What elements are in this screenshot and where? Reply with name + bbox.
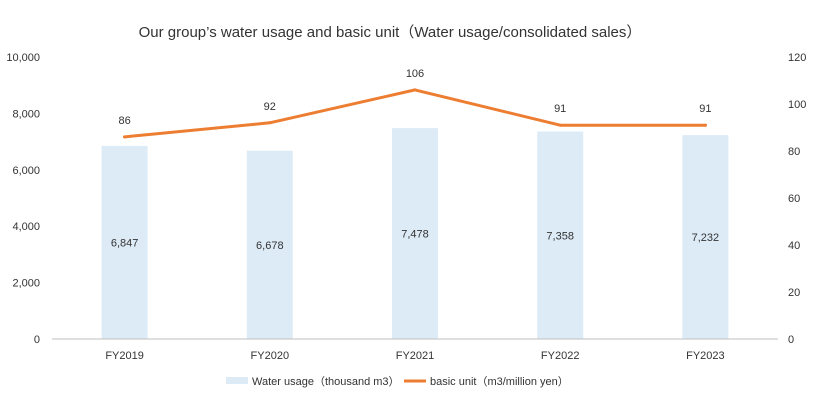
line-data-labels: 86 92 106 91 91: [118, 68, 711, 127]
right-y-axis: 0 20 40 60 80 100 120: [788, 52, 806, 346]
line-label-fy2020: 92: [264, 101, 276, 113]
bar-label-fy2020: 6,678: [256, 240, 284, 252]
chart-title: Our group’s water usage and basic unit（W…: [139, 24, 642, 41]
line-label-fy2019: 86: [118, 115, 130, 127]
category-label-fy2019: FY2019: [105, 350, 144, 362]
line-label-fy2021: 106: [406, 68, 424, 80]
bar-fy2021: [392, 128, 438, 339]
line-series: [123, 88, 707, 139]
bar-label-fy2023: 7,232: [692, 232, 720, 244]
left-tick-label: 10,000: [6, 52, 40, 64]
bar-fy2022: [537, 131, 584, 339]
line-point-fy2022: [558, 123, 562, 127]
category-label-fy2021: FY2021: [396, 350, 435, 362]
bar-fy2023: [682, 135, 729, 339]
bar-data-labels: 6,847 6,678 7,478 7,358 7,232: [111, 229, 719, 252]
legend: Water usage（thousand m3） basic unit（m3/m…: [226, 375, 569, 388]
left-tick-label: 2,000: [12, 278, 40, 290]
line-label-fy2023: 91: [699, 103, 711, 115]
line-point-fy2023: [703, 123, 707, 127]
line-label-fy2022: 91: [554, 103, 566, 115]
right-tick-label: 60: [788, 193, 800, 205]
category-label-fy2022: FY2022: [541, 350, 580, 362]
left-tick-label: 0: [34, 334, 40, 346]
right-tick-label: 0: [788, 334, 794, 346]
right-tick-label: 100: [788, 99, 806, 111]
line-point-fy2020: [268, 121, 272, 125]
category-label-fy2023: FY2023: [686, 350, 725, 362]
bar-label-fy2019: 6,847: [111, 238, 139, 250]
line-point-fy2021: [413, 88, 417, 92]
right-tick-label: 40: [788, 240, 800, 252]
bar-label-fy2021: 7,478: [401, 229, 429, 241]
legend-swatch-water-usage: [226, 377, 248, 384]
right-tick-label: 20: [788, 287, 800, 299]
bar-fy2019: [101, 145, 148, 339]
legend-label-basic-unit: basic unit（m3/million yen）: [430, 375, 569, 388]
left-y-axis: 0 2,000 4,000 6,000 8,000 10,000: [6, 52, 40, 346]
legend-label-water-usage: Water usage（thousand m3）: [252, 375, 400, 388]
bar-series: [101, 128, 729, 339]
right-tick-label: 80: [788, 146, 800, 158]
left-tick-label: 8,000: [12, 108, 40, 120]
bar-label-fy2022: 7,358: [546, 230, 574, 242]
left-tick-label: 4,000: [12, 221, 40, 233]
bar-fy2020: [246, 150, 293, 339]
left-tick-label: 6,000: [12, 165, 40, 177]
category-label-fy2020: FY2020: [251, 350, 290, 362]
line-point-fy2019: [123, 135, 127, 139]
right-tick-label: 120: [788, 52, 806, 64]
x-axis-categories: FY2019 FY2020 FY2021 FY2022 FY2023: [105, 350, 724, 362]
